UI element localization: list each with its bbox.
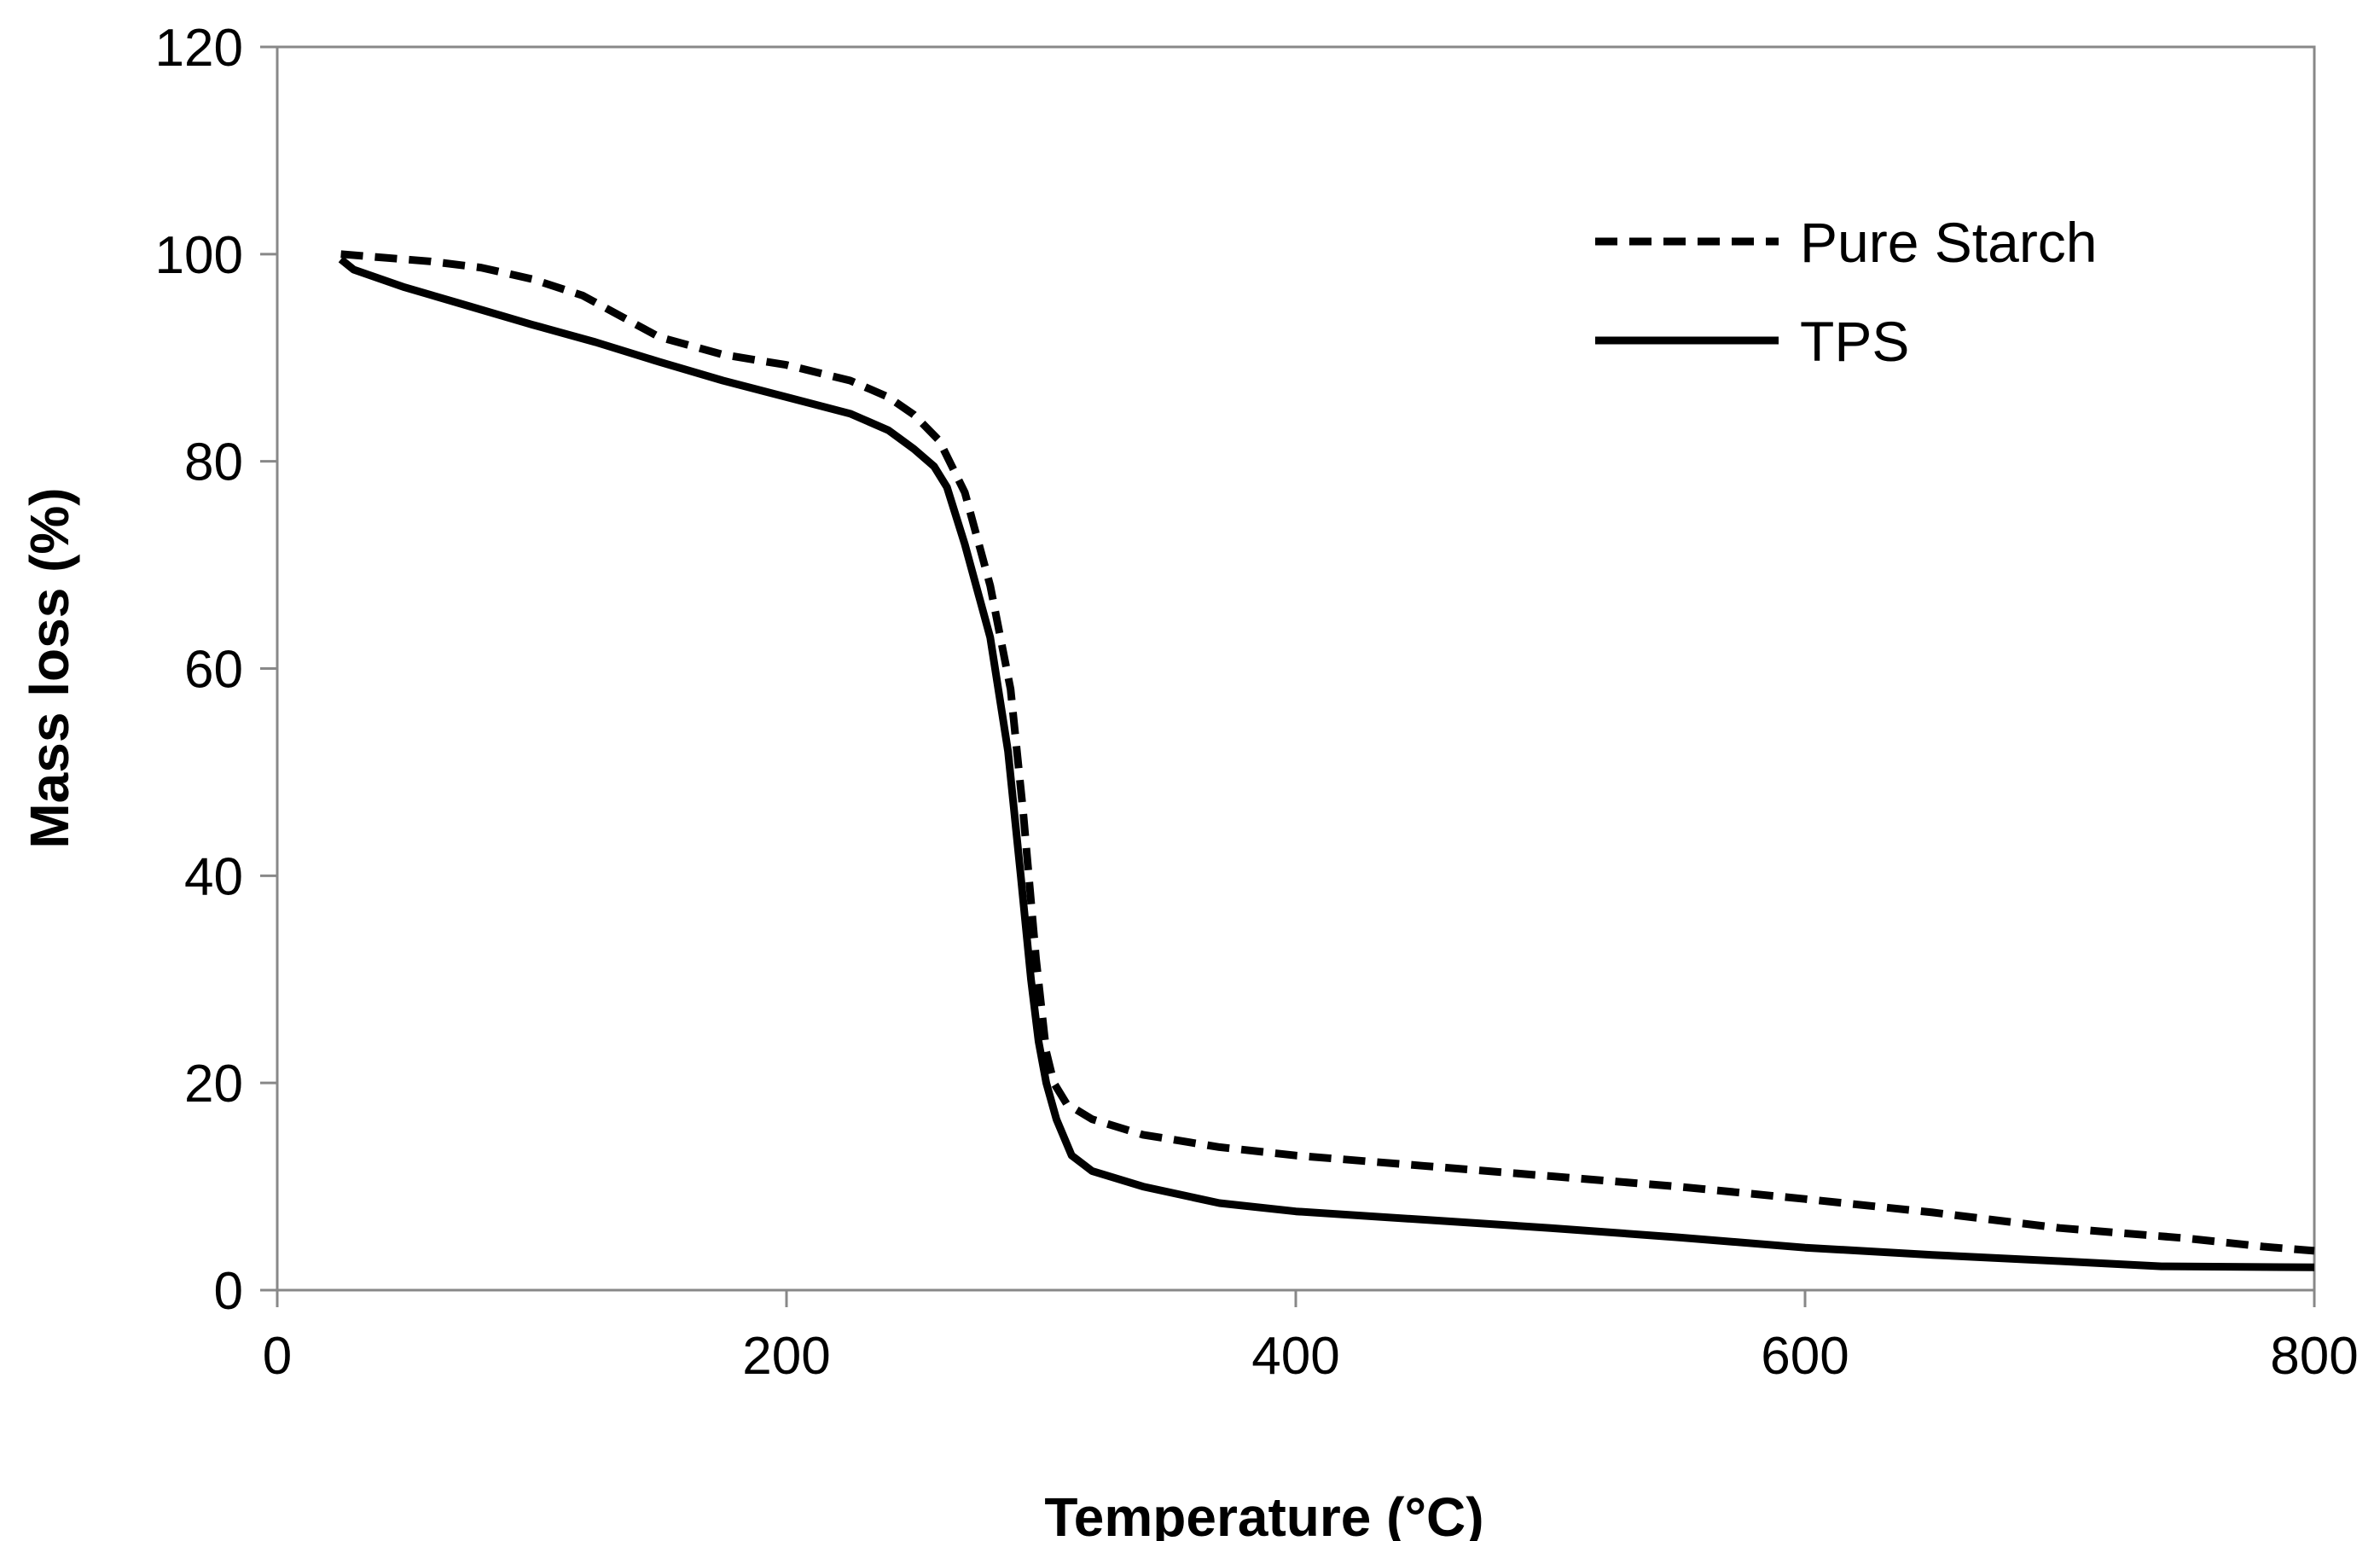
x-tick-label: 800 — [2270, 1327, 2358, 1386]
x-tick-label: 400 — [1251, 1327, 1339, 1386]
y-tick-label: 80 — [184, 433, 243, 492]
x-tick-label: 600 — [1761, 1327, 1849, 1386]
axes: 0 20 40 60 80 100 120 0 200 400 600 800 — [155, 19, 2359, 1386]
y-tick-label: 60 — [184, 641, 243, 700]
legend-label: Pure Starch — [1800, 211, 2098, 274]
y-tick-label: 100 — [155, 226, 243, 285]
series-line-tps — [338, 256, 2315, 1271]
y-tick-label: 40 — [184, 847, 243, 906]
legend-label: TPS — [1800, 310, 1909, 373]
y-tick-label: 120 — [155, 19, 243, 78]
x-axis-title: Temperature (°C) — [1044, 1486, 1483, 1541]
y-tick-label: 20 — [184, 1055, 243, 1114]
x-tick-label: 0 — [263, 1327, 292, 1386]
y-axis-title: Mass loss (%) — [19, 487, 80, 848]
x-tick-label: 200 — [742, 1327, 830, 1386]
legend: Pure Starch TPS — [1595, 211, 2098, 373]
series-layer — [338, 250, 2315, 1271]
y-tick-label: 0 — [214, 1262, 243, 1321]
series-line-pure-starch — [340, 250, 2315, 1255]
